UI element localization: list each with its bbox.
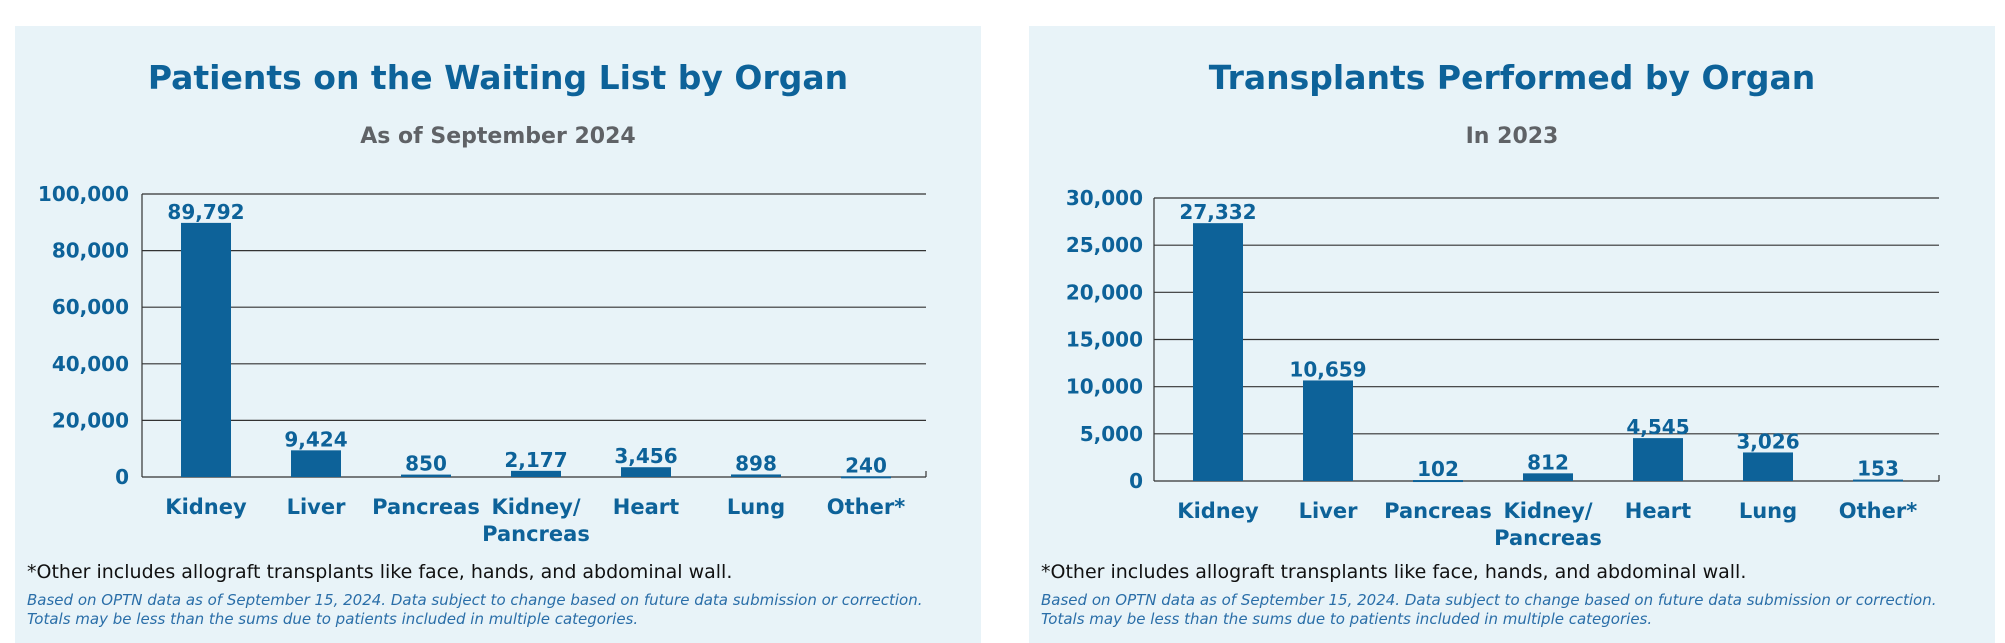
x-category-label: Pancreas bbox=[482, 522, 590, 546]
x-category-label: Pancreas bbox=[372, 495, 480, 519]
data-label: 4,545 bbox=[1626, 415, 1689, 439]
x-category-label: Lung bbox=[1739, 499, 1797, 523]
y-tick-label: 0 bbox=[115, 465, 129, 489]
x-category-label: Liver bbox=[287, 495, 347, 519]
chart-subtitle: As of September 2024 bbox=[360, 124, 636, 149]
y-tick-label: 15,000 bbox=[1066, 328, 1143, 352]
x-category-label: Kidney/ bbox=[1503, 499, 1592, 523]
transplants-bar-chart: 0 5,000 10,000 15,000 20,000 25,000 30,000 27,3… bbox=[1066, 186, 1940, 550]
chart-subtitle: In 2023 bbox=[1465, 124, 1559, 149]
y-tick-label: 20,000 bbox=[52, 408, 129, 432]
y-tick-label: 25,000 bbox=[1066, 233, 1143, 257]
data-label: 10,659 bbox=[1289, 357, 1366, 381]
y-tick-label: 40,000 bbox=[52, 352, 129, 376]
data-label: 240 bbox=[845, 453, 887, 477]
x-category-label: Kidney/ bbox=[491, 495, 580, 519]
bar bbox=[291, 450, 341, 477]
bar bbox=[1853, 479, 1903, 482]
data-label: 9,424 bbox=[284, 427, 347, 451]
x-category-label: Other* bbox=[827, 495, 905, 519]
waiting-list-bar-chart: 0 20,000 40,000 60,000 80,000 100,000 89,792 Ki… bbox=[38, 182, 927, 546]
y-tick-label: 5,000 bbox=[1080, 422, 1143, 446]
bar bbox=[1523, 473, 1573, 481]
bar bbox=[1743, 452, 1793, 481]
x-category-label: Pancreas bbox=[1494, 526, 1602, 550]
source-note: Based on OPTN data as of September 15, 2… bbox=[27, 591, 923, 628]
y-tick-label: 30,000 bbox=[1066, 186, 1143, 210]
y-tick-label: 10,000 bbox=[1066, 375, 1143, 399]
bar bbox=[511, 470, 561, 477]
bar bbox=[621, 467, 671, 477]
x-category-label: Kidney bbox=[1177, 499, 1259, 523]
chart-panel-transplants: Transplants Performed by Organ In 2023 0… bbox=[1029, 26, 1995, 643]
data-label: 898 bbox=[735, 451, 777, 475]
y-tick-label: 0 bbox=[1129, 469, 1143, 493]
chart-panel-waiting-list: Patients on the Waiting List by Organ As… bbox=[15, 26, 981, 643]
x-category-label: Liver bbox=[1299, 499, 1359, 523]
y-tick-label: 60,000 bbox=[52, 295, 129, 319]
chart-title: Patients on the Waiting List by Organ bbox=[147, 58, 849, 97]
chart-title: Transplants Performed by Organ bbox=[1208, 58, 1816, 97]
source-note: Based on OPTN data as of September 15, 2… bbox=[1041, 591, 1937, 628]
x-category-label: Pancreas bbox=[1384, 499, 1492, 523]
data-label: 812 bbox=[1527, 450, 1569, 474]
bar bbox=[1193, 223, 1243, 481]
bar bbox=[401, 474, 451, 477]
x-category-label: Heart bbox=[1625, 499, 1691, 523]
data-label: 102 bbox=[1417, 457, 1459, 481]
data-label: 89,792 bbox=[167, 200, 244, 224]
y-tick-label: 80,000 bbox=[52, 239, 129, 263]
x-category-label: Other* bbox=[1839, 499, 1917, 523]
bar bbox=[181, 222, 231, 477]
footnote: *Other includes allograft transplants li… bbox=[27, 561, 733, 583]
footnote: *Other includes allograft transplants li… bbox=[1041, 561, 1747, 583]
data-label: 3,026 bbox=[1736, 429, 1799, 453]
bar bbox=[731, 474, 781, 477]
data-label: 850 bbox=[405, 452, 447, 476]
y-tick-label: 100,000 bbox=[38, 182, 129, 206]
x-category-label: Heart bbox=[613, 495, 679, 519]
bar bbox=[1633, 438, 1683, 481]
data-label: 153 bbox=[1857, 457, 1899, 481]
data-label: 27,332 bbox=[1179, 200, 1256, 224]
bar bbox=[1303, 380, 1353, 481]
bar bbox=[1413, 480, 1463, 483]
y-tick-label: 20,000 bbox=[1066, 280, 1143, 304]
x-category-label: Kidney bbox=[165, 495, 247, 519]
data-label: 2,177 bbox=[504, 448, 567, 472]
x-category-label: Lung bbox=[727, 495, 785, 519]
data-label: 3,456 bbox=[614, 444, 677, 468]
bar bbox=[841, 476, 891, 479]
